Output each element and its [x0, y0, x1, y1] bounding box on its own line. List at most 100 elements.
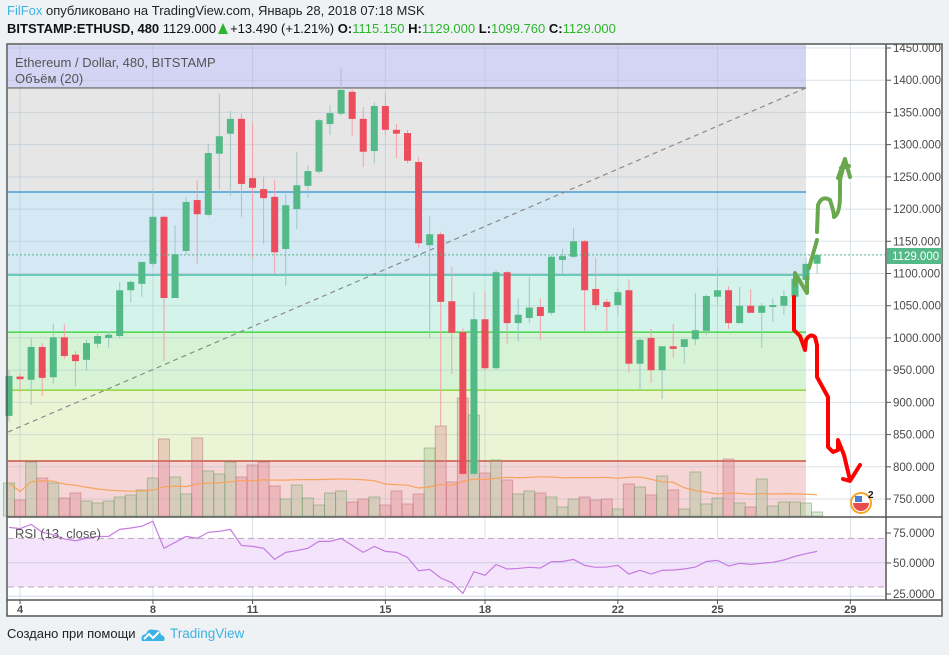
- candle-body: [691, 330, 699, 340]
- candle-body: [592, 288, 600, 306]
- volume-bar: [146, 477, 159, 517]
- candle: [669, 323, 677, 358]
- candle: [359, 107, 367, 168]
- candle-body: [702, 296, 710, 331]
- volume-bar: [755, 478, 768, 517]
- candle-body: [802, 263, 810, 280]
- candle-body: [16, 376, 24, 380]
- volume-bar: [102, 500, 115, 517]
- author-link[interactable]: FilFox: [7, 3, 43, 18]
- candle-body: [226, 118, 234, 134]
- red-down-arrow-drawing[interactable]: [792, 295, 862, 483]
- candle-body: [758, 305, 766, 313]
- candle-body: [713, 290, 721, 297]
- publish-text: опубликовано на TradingView.com, Январь …: [46, 3, 425, 18]
- volume-bar: [335, 490, 348, 517]
- price-tick-label: 800.000: [893, 462, 935, 474]
- candle: [392, 124, 400, 159]
- candle-body: [138, 261, 146, 284]
- candle: [193, 180, 201, 264]
- candle: [713, 269, 721, 306]
- candle: [725, 286, 733, 329]
- volume-legend[interactable]: Объём (20): [15, 71, 83, 86]
- made-with-text: Создано при помощи: [7, 626, 136, 641]
- volume-bar: [501, 479, 514, 517]
- candle: [237, 113, 245, 217]
- symbol-info: BITSTAMP:ETHUSD, 480 1129.000 +13.490 (+1…: [7, 21, 616, 36]
- candle-body: [404, 133, 412, 161]
- tradingview-logo-icon[interactable]: [140, 627, 166, 643]
- candle: [260, 176, 268, 244]
- candle: [747, 288, 755, 313]
- candle-body: [271, 196, 279, 253]
- low-label: L:: [478, 21, 492, 36]
- rsi-axis[interactable]: 75.0000 50.0000 25.0000: [886, 528, 935, 601]
- candle-body: [60, 337, 68, 356]
- candle-body: [680, 339, 688, 347]
- date-tick-label: 29: [844, 604, 856, 616]
- volume-bar: [744, 506, 757, 517]
- volume-bar: [412, 493, 425, 517]
- date-axis[interactable]: 4 8 11 15 18 22 25 29: [17, 600, 856, 616]
- price-axis[interactable]: 1450.000 1400.000 1350.000 1300.000 1250.000…: [886, 43, 941, 506]
- volume-bar: [788, 501, 801, 517]
- fib-zone: [8, 390, 806, 461]
- candle-body: [514, 314, 522, 324]
- candle: [470, 292, 478, 477]
- candle-body: [204, 153, 212, 215]
- volume-bar: [578, 496, 591, 517]
- volume-bar: [58, 497, 71, 517]
- candle-body: [581, 241, 589, 291]
- candle-body: [736, 305, 744, 324]
- price-tick-label: 950.000: [893, 365, 935, 377]
- volume-bar: [633, 486, 646, 517]
- candle-body: [116, 290, 124, 337]
- candle: [348, 87, 356, 137]
- volume-bar: [180, 493, 193, 517]
- candle: [304, 165, 312, 199]
- candle-body: [71, 354, 79, 362]
- fib-zone: [8, 460, 806, 516]
- volume-bar: [645, 494, 658, 517]
- candle: [249, 122, 257, 259]
- candle-body: [503, 272, 511, 324]
- candle: [138, 261, 146, 297]
- candle: [525, 276, 533, 324]
- candle-body: [315, 120, 323, 172]
- rsi-legend[interactable]: RSI (13, close): [15, 526, 101, 541]
- candle: [315, 118, 323, 174]
- volume-bar: [346, 501, 359, 517]
- candle-body: [49, 337, 57, 378]
- candle-body: [813, 254, 821, 264]
- candle-body: [348, 91, 356, 119]
- candle-body: [282, 205, 290, 250]
- candle: [160, 215, 168, 362]
- candles: [5, 67, 821, 477]
- rsi-tick-label: 75.0000: [893, 528, 935, 540]
- candle-body: [337, 89, 345, 114]
- rsi-levels: [8, 537, 885, 597]
- volume-bar: [202, 470, 215, 517]
- open-value: 1115.150: [352, 21, 405, 36]
- last-price-tag: [887, 248, 942, 264]
- candle-body: [149, 216, 157, 264]
- green-up-arrow-drawing[interactable]: [793, 157, 852, 295]
- candle: [49, 323, 57, 384]
- candle: [702, 294, 710, 335]
- candle-body: [658, 346, 666, 371]
- volume-bar: [124, 494, 137, 517]
- volume-bar: [490, 459, 503, 517]
- volume-bar: [379, 504, 392, 517]
- main-series-legend[interactable]: Ethereum / Dollar, 480, BITSTAMP: [15, 55, 216, 70]
- date-tick-label: 18: [479, 604, 491, 616]
- tradingview-link[interactable]: TradingView: [170, 626, 245, 641]
- candle-body: [392, 129, 400, 134]
- candle: [437, 231, 445, 427]
- volume-bar: [390, 490, 403, 517]
- candle-body: [260, 189, 268, 199]
- volume-bar: [157, 438, 170, 517]
- economic-events-icon[interactable]: 2: [850, 490, 874, 514]
- candle: [547, 254, 555, 315]
- trend-line[interactable]: [7, 87, 807, 433]
